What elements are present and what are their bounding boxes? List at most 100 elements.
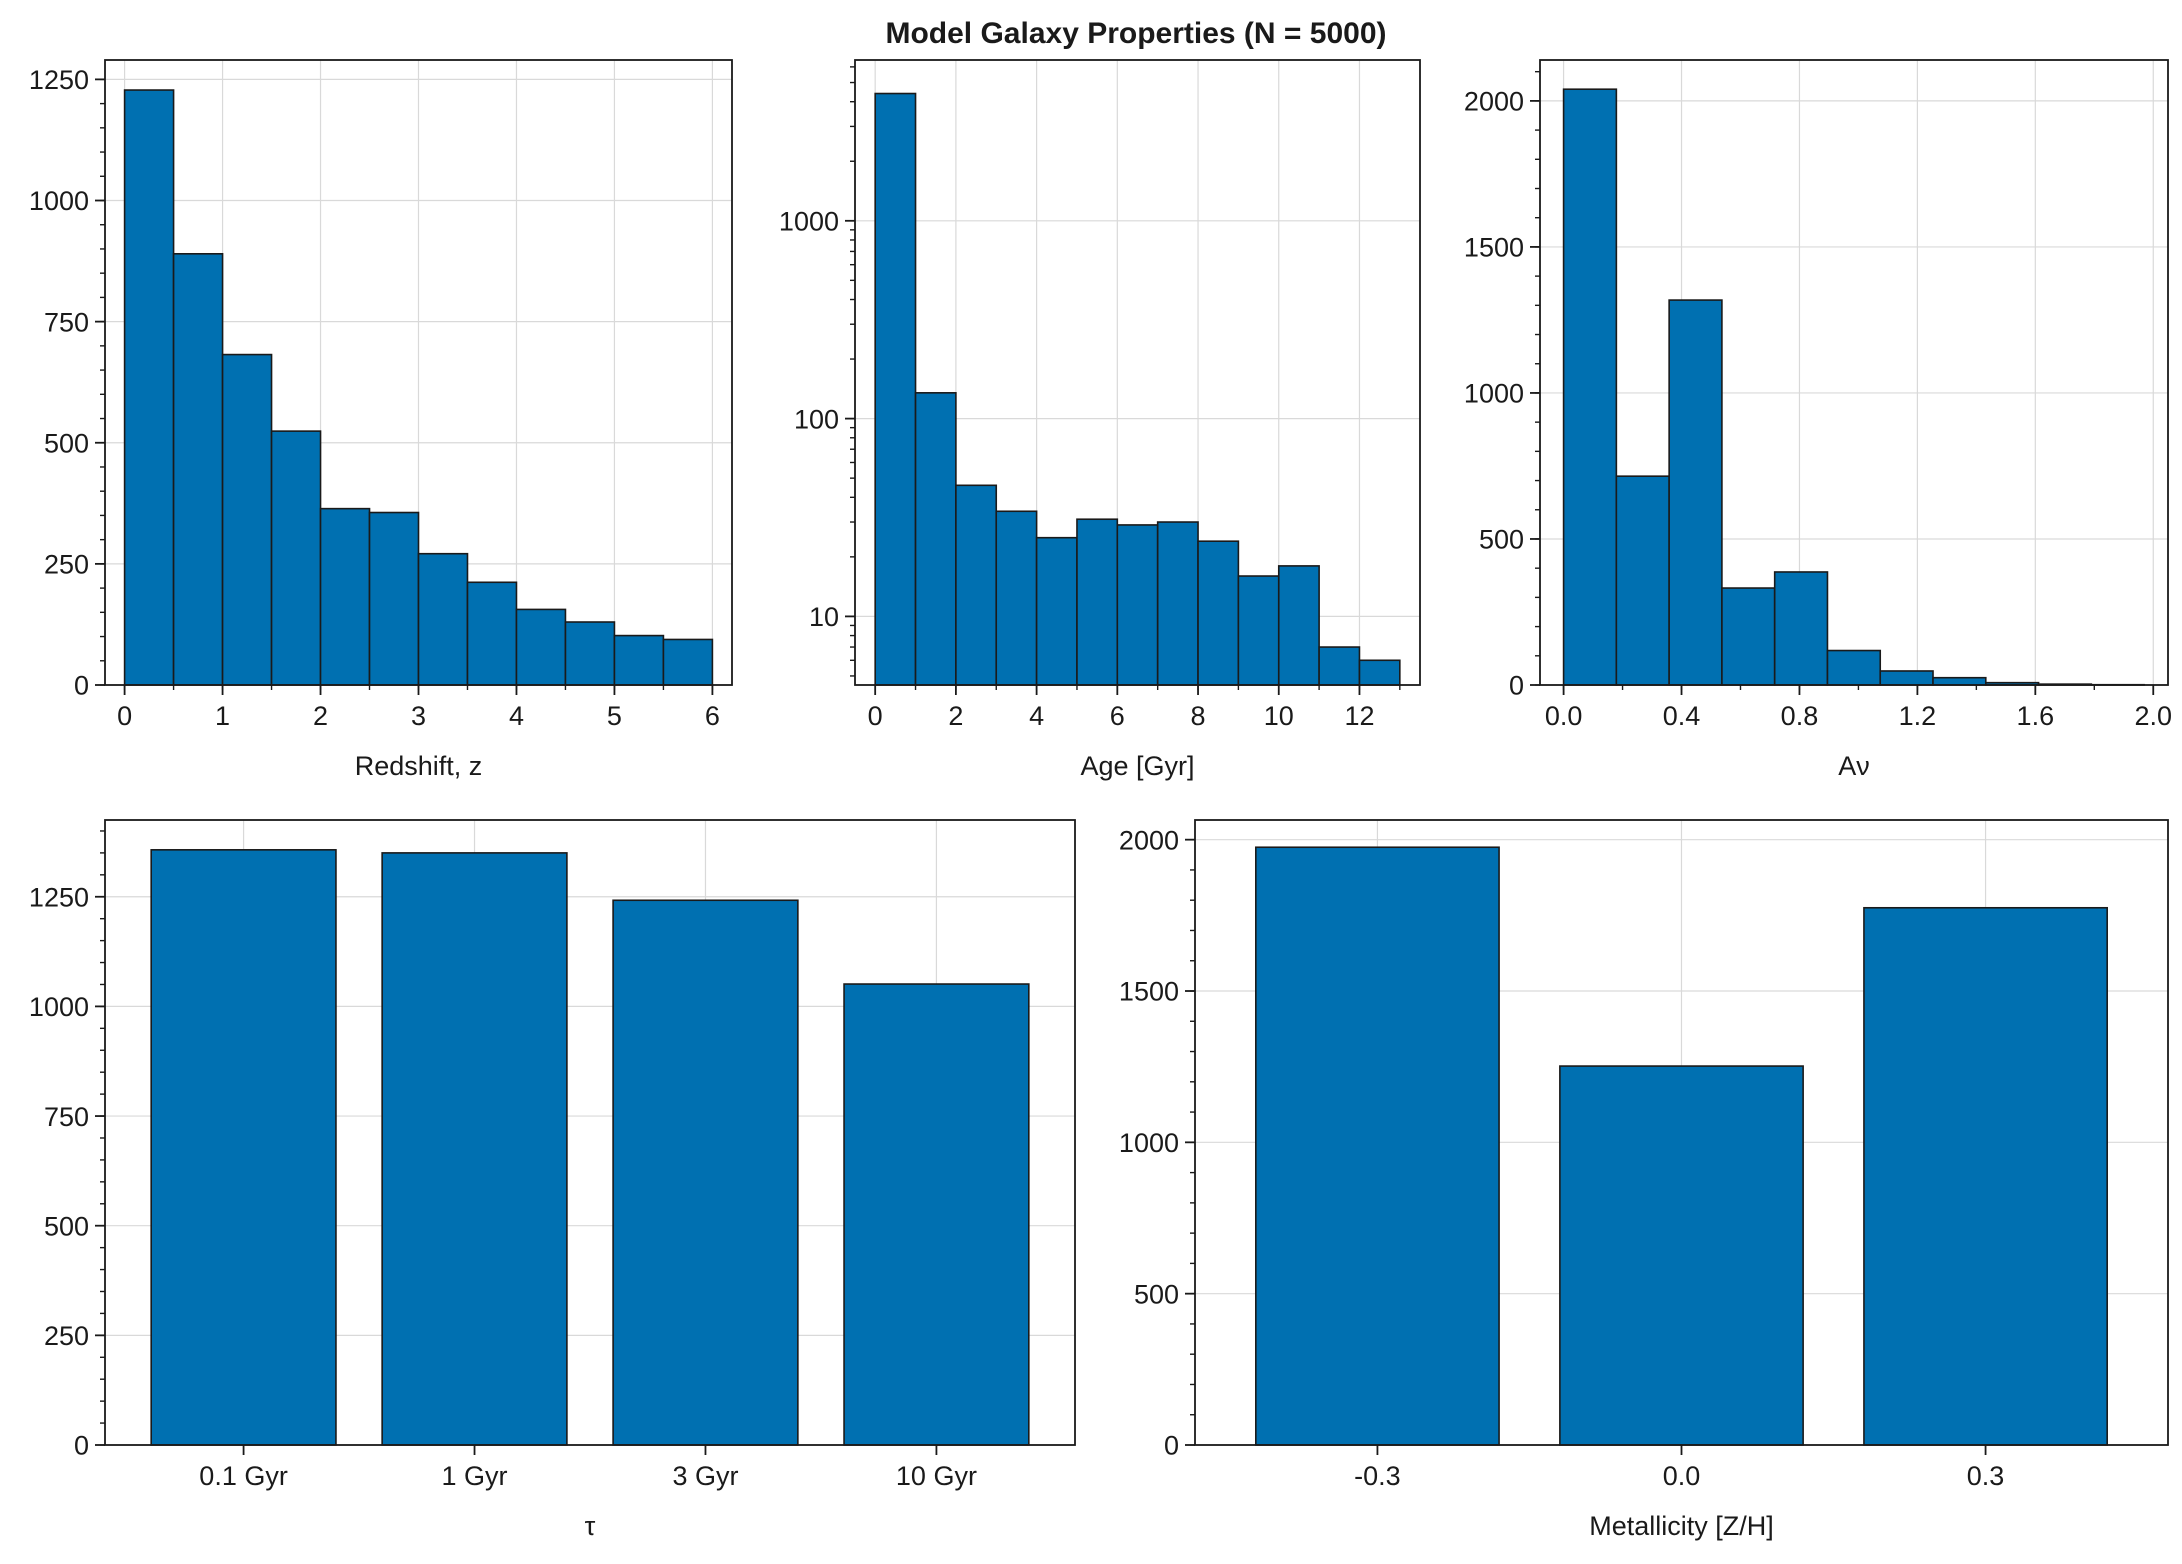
x-tick-label: 0.1 Gyr <box>199 1461 288 1491</box>
x-tick-label: 0.8 <box>1781 701 1819 731</box>
histogram-bin-7 <box>466 581 518 686</box>
y-tick-label: 1250 <box>29 882 89 912</box>
x-axis-label: Age [Gyr] <box>1080 751 1194 781</box>
bar-10-gyr <box>843 983 1030 1446</box>
histogram-bin-11 <box>1318 646 1361 686</box>
y-tick-label: 0 <box>74 671 89 701</box>
x-axis-label: Redshift, z <box>355 751 483 781</box>
histogram-bin-5 <box>1826 649 1882 686</box>
y-tick-label: 250 <box>44 1321 89 1351</box>
y-tick-label: 750 <box>44 1102 89 1132</box>
x-axis-label: Aν <box>1838 751 1870 781</box>
histogram-bin-6 <box>1879 670 1934 686</box>
y-tick-label: 1500 <box>1464 233 1524 263</box>
y-tick-label: 500 <box>44 428 89 458</box>
axes-frame <box>1539 59 2169 686</box>
x-tick-label: 0.0 <box>1545 701 1583 731</box>
y-tick-label: 250 <box>44 550 89 580</box>
x-tick-label: 12 <box>1344 701 1374 731</box>
y-tick-label: 2000 <box>1464 87 1524 117</box>
histogram-bin-0 <box>874 92 917 686</box>
x-tick-label: 3 Gyr <box>672 1461 738 1491</box>
x-tick-label: 0.0 <box>1663 1461 1701 1491</box>
histogram-bin-0 <box>123 89 175 686</box>
panel-redshift-histogram: 0 250 500 750 1000 1250 0 1 2 3 4 5 6 Redshift, z <box>29 59 733 781</box>
histogram-bin-8 <box>1197 540 1240 686</box>
x-tick-label: 4 <box>509 701 524 731</box>
x-tick-label: 4 <box>1029 701 1044 731</box>
bar-0-1-gyr <box>150 849 337 1446</box>
histogram-bin-9 <box>564 621 616 686</box>
x-tick-label: 10 <box>1264 701 1294 731</box>
panel-metallicity-bar-chart: 0 500 1000 1500 2000 -0.3 0.0 0.3 Metallicity [Z… <box>1119 819 2169 1541</box>
histogram-bin-11 <box>662 638 714 686</box>
x-tick-label: 0.4 <box>1663 701 1701 731</box>
histogram-bin-7 <box>1156 521 1199 686</box>
x-tick-label: 1.2 <box>1899 701 1937 731</box>
histogram-bin-4 <box>1035 536 1078 686</box>
histogram-bin-10 <box>1277 565 1320 686</box>
histogram-bin-0 <box>1562 88 1618 686</box>
panel-av-histogram: 0 500 1000 1500 2000 0.0 0.4 0.8 1.2 1.6 2.0 Aν <box>1464 59 2172 781</box>
y-tick-label: 0 <box>1164 1431 1179 1461</box>
y-tick-label: 0 <box>74 1431 89 1461</box>
y-tick-label: 1500 <box>1119 977 1179 1007</box>
histogram-bin-3 <box>1721 587 1776 686</box>
histogram-bin-3 <box>270 430 322 686</box>
axes-frame <box>104 819 1076 1446</box>
bar-3-gyr <box>612 899 799 1446</box>
x-axis-label: τ <box>585 1511 596 1541</box>
y-tick-label: 10 <box>809 602 839 632</box>
x-tick-label: 1 Gyr <box>442 1461 508 1491</box>
axes-frame <box>854 59 1421 686</box>
histogram-bin-1 <box>914 392 957 686</box>
y-tick-label: 500 <box>44 1211 89 1241</box>
histogram-bin-2 <box>955 484 998 686</box>
x-tick-label: 2 <box>313 701 328 731</box>
axes-frame <box>104 59 733 686</box>
histogram-bin-10 <box>613 634 665 686</box>
y-tick-label: 1000 <box>29 992 89 1022</box>
bar-0-0 <box>1559 1065 1804 1446</box>
histogram-bin-8 <box>515 608 567 686</box>
x-tick-label: 8 <box>1191 701 1206 731</box>
bar-0-3 <box>1863 906 2108 1446</box>
figure-title: Model Galaxy Properties (N = 5000) <box>885 17 1386 50</box>
x-tick-label: 6 <box>1110 701 1125 731</box>
x-tick-label: 1.6 <box>2017 701 2055 731</box>
histogram-bin-5 <box>368 511 420 686</box>
y-tick-label: 500 <box>1479 525 1524 555</box>
x-tick-label: 0 <box>117 701 132 731</box>
x-tick-label: 0.3 <box>1967 1461 2005 1491</box>
panel-age-histogram: 10 100 1000 0 2 4 6 8 10 12 Age [Gyr] <box>779 59 1421 781</box>
histogram-bin-7 <box>1932 676 1987 686</box>
bar-1-gyr <box>381 852 568 1446</box>
histogram-bin-2 <box>1668 299 1723 686</box>
y-tick-label: 0 <box>1509 671 1524 701</box>
histogram-bin-4 <box>319 507 371 686</box>
y-tick-label: 1000 <box>779 207 839 237</box>
y-tick-label: 2000 <box>1119 825 1179 855</box>
y-tick-label: 500 <box>1134 1279 1179 1309</box>
histogram-bin-2 <box>221 353 273 686</box>
histogram-bin-3 <box>995 510 1038 686</box>
histogram-bin-9 <box>1237 575 1280 686</box>
x-tick-label: 2.0 <box>2134 701 2172 731</box>
x-tick-label: -0.3 <box>1354 1461 1401 1491</box>
bar--0-3 <box>1255 846 1500 1446</box>
histogram-bin-4 <box>1773 571 1829 686</box>
histogram-bin-5 <box>1076 518 1119 686</box>
histogram-bin-6 <box>417 552 469 686</box>
y-tick-label: 750 <box>44 307 89 337</box>
x-tick-label: 5 <box>607 701 622 731</box>
y-tick-label: 1000 <box>29 186 89 216</box>
histogram-bin-1 <box>172 252 224 686</box>
panel-tau-bar-chart: 0 250 500 750 1000 1250 0.1 Gyr 1 Gyr 3 Gyr 10 Gy… <box>29 819 1076 1541</box>
x-tick-label: 10 Gyr <box>896 1461 977 1491</box>
histogram-bin-1 <box>1615 475 1670 686</box>
x-tick-label: 1 <box>215 701 230 731</box>
x-axis-label: Metallicity [Z/H] <box>1589 1511 1774 1541</box>
x-tick-label: 6 <box>705 701 720 731</box>
x-tick-label: 0 <box>868 701 883 731</box>
